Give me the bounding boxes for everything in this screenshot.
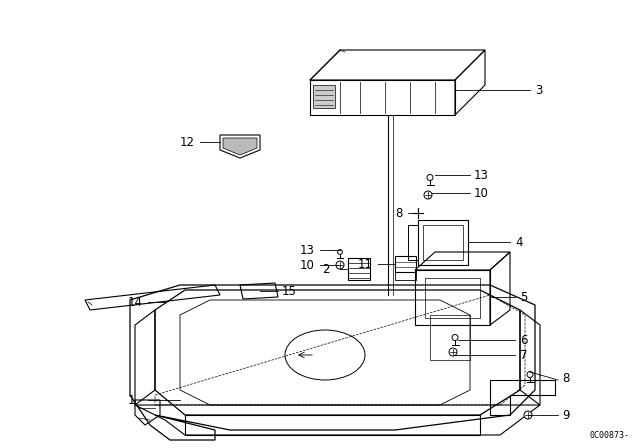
- Text: 5: 5: [520, 290, 527, 303]
- Text: 10: 10: [300, 258, 315, 271]
- Text: 6: 6: [520, 333, 527, 346]
- Text: 8: 8: [396, 207, 403, 220]
- Text: 14: 14: [128, 296, 143, 309]
- Text: 4: 4: [515, 236, 522, 249]
- Circle shape: [336, 261, 344, 269]
- Text: 3: 3: [535, 83, 542, 96]
- Text: 7: 7: [520, 349, 527, 362]
- Text: 0C00873-: 0C00873-: [590, 431, 630, 440]
- Text: 8: 8: [562, 371, 570, 384]
- Polygon shape: [223, 138, 257, 155]
- Text: 1: 1: [127, 393, 135, 406]
- Text: 10: 10: [474, 186, 489, 199]
- Text: 13: 13: [300, 244, 315, 257]
- Text: 15: 15: [282, 284, 297, 297]
- Text: 13: 13: [474, 168, 489, 181]
- Text: 9: 9: [562, 409, 570, 422]
- Polygon shape: [313, 85, 335, 108]
- Circle shape: [424, 191, 432, 199]
- Text: 11: 11: [358, 258, 373, 271]
- Circle shape: [524, 411, 532, 419]
- Text: 2: 2: [323, 263, 330, 276]
- Text: 12: 12: [180, 135, 195, 148]
- Circle shape: [449, 348, 457, 356]
